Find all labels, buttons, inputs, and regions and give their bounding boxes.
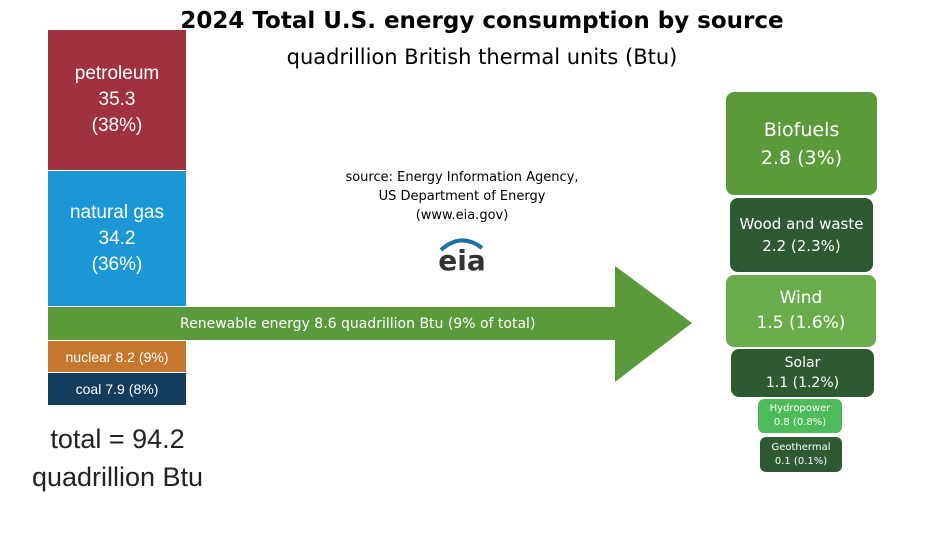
- segment-value: 35.3: [98, 89, 136, 110]
- natural-gas-segment: natural gas 34.2 (36%): [48, 171, 186, 306]
- box-detail: 2.2 (2.3%): [762, 237, 841, 255]
- segment-label: petroleum: [74, 63, 160, 84]
- total-line: quadrillion Btu: [31, 462, 204, 492]
- segment-label: natural gas: [69, 201, 164, 223]
- logo-arc: [439, 238, 484, 252]
- box-name: Geothermal: [771, 441, 831, 453]
- box-detail: 1.1 (1.2%): [765, 375, 840, 391]
- subtitle: quadrillion British thermal units (Btu): [286, 45, 678, 69]
- box-detail: 1.5 (1.6%): [756, 313, 846, 333]
- biofuels-box: Biofuels 2.8 (3%): [726, 92, 877, 195]
- hydropower-box: Hydropower 0.8 (0.8%): [758, 399, 842, 433]
- segment-value: 8.2: [115, 348, 135, 365]
- segment-value: 34.2: [98, 227, 136, 249]
- segment-share: (9%): [138, 348, 169, 365]
- total: total = 94.2 quadrillion Btu: [10, 420, 225, 496]
- wind-box: Wind 1.5 (1.6%): [726, 275, 876, 347]
- coal-segment: coal 7.9 (8%): [48, 373, 186, 405]
- eia-logo: eia: [438, 244, 486, 277]
- segment-label: coal: [75, 381, 102, 397]
- wood-box: Wood and waste 2.2 (2.3%): [730, 198, 873, 272]
- solar-box: Solar 1.1 (1.2%): [731, 349, 874, 397]
- box-name: Hydropower: [769, 403, 831, 414]
- source: source: Energy Information Agency, US De…: [332, 168, 592, 225]
- source-line: (www.eia.gov): [415, 208, 509, 223]
- segment-label: nuclear: [65, 348, 112, 365]
- box-name: Wind: [779, 288, 823, 308]
- segment-share: (8%): [128, 381, 159, 397]
- source-line: source: Energy Information Agency,: [345, 170, 579, 185]
- geothermal-box: Geothermal 0.1 (0.1%): [760, 437, 842, 472]
- petroleum-segment: petroleum 35.3 (38%): [48, 30, 186, 170]
- box-detail: 0.8 (0.8%): [773, 417, 827, 428]
- nuclear-segment: nuclear 8.2 (9%): [48, 341, 186, 372]
- source-line: US Department of Energy: [378, 189, 546, 204]
- box-detail: 0.1 (0.1%): [774, 455, 828, 467]
- box-name: Biofuels: [763, 118, 840, 141]
- segment-value: 7.9: [105, 381, 125, 397]
- renewable-label: Renewable energy 8.6 quadrillion Btu (9%…: [180, 316, 536, 332]
- segment-share: (36%): [91, 253, 143, 275]
- box-name: Solar: [784, 355, 821, 371]
- box-name: Wood and waste: [739, 215, 864, 233]
- box-detail: 2.8 (3%): [760, 146, 843, 169]
- segment-share: (38%): [91, 115, 143, 136]
- total-line: total = 94.2: [50, 424, 185, 454]
- renewable-arrow: [48, 266, 692, 382]
- title: 2024 Total U.S. energy consumption by so…: [180, 8, 784, 34]
